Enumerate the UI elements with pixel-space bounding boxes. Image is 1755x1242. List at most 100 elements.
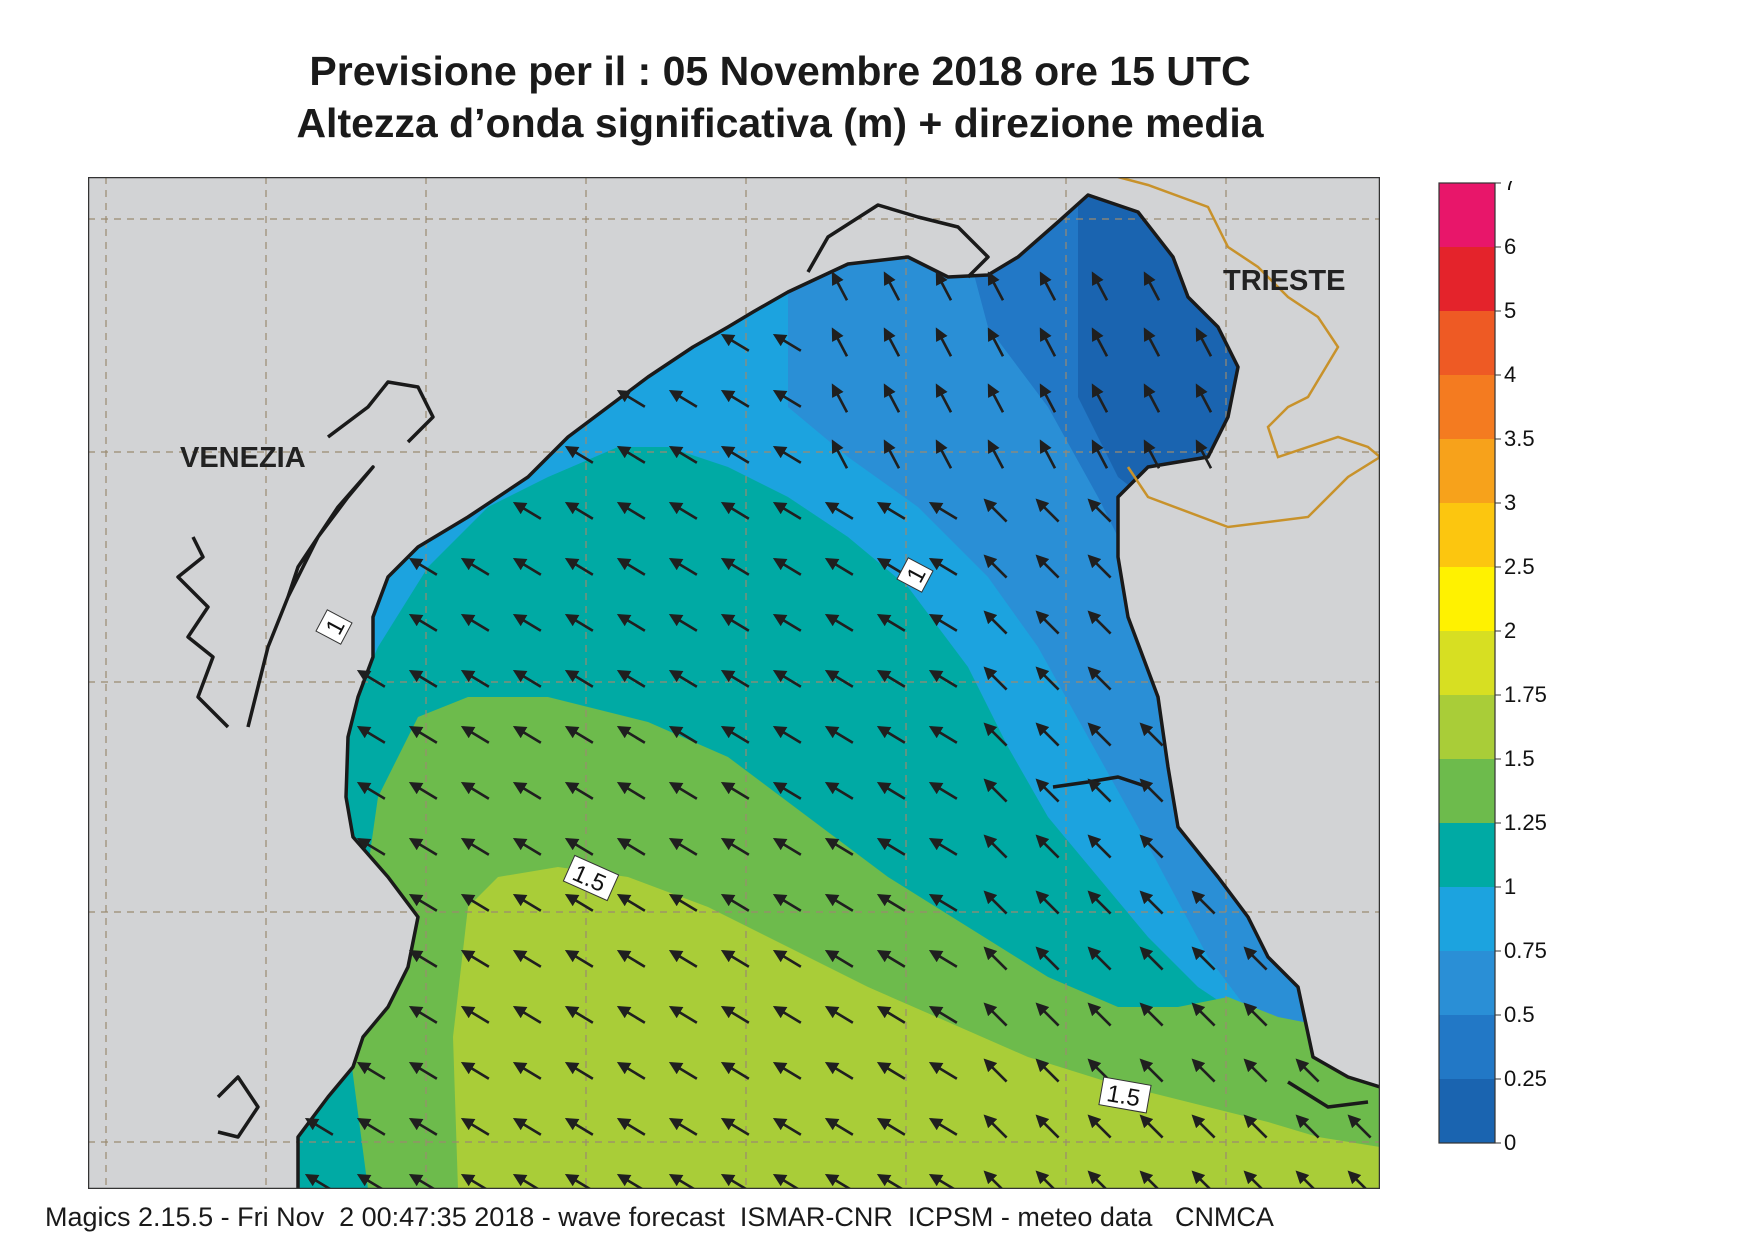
direction-arrow [1139,890,1164,915]
direction-arrow [1087,890,1112,915]
direction-arrow [616,1061,646,1080]
direction-arrow [983,722,1008,747]
legend-swatch [1439,183,1495,248]
direction-arrow [616,389,646,408]
direction-arrow [1091,383,1109,413]
direction-arrow [720,557,750,576]
direction-arrow [928,557,958,576]
direction-arrow [1035,946,1060,971]
direction-arrow [512,501,542,520]
direction-arrow [1143,271,1161,301]
direction-arrow [883,439,901,469]
direction-arrow [1087,834,1112,859]
direction-arrow [408,1117,438,1136]
legend-tick-label: 1 [1504,874,1516,899]
direction-arrow [1139,1058,1164,1083]
direction-arrow [616,501,646,520]
direction-arrow [824,949,854,968]
direction-arrow [876,1061,906,1080]
direction-arrow [1087,946,1112,971]
direction-arrow [1087,554,1112,579]
direction-arrow [772,669,802,688]
direction-arrow [1087,1170,1108,1189]
direction-arrow [1087,666,1112,691]
direction-arrow [460,557,490,576]
direction-arrow [720,333,750,352]
direction-arrow [720,1005,750,1024]
direction-arrow [512,781,542,800]
direction-arrow [983,554,1008,579]
direction-arrow [668,1117,698,1136]
direction-arrow [720,893,750,912]
direction-arrow [408,725,438,744]
direction-arrow [1139,946,1164,971]
direction-arrow [460,1005,490,1024]
direction-arrow [564,949,594,968]
direction-arrow [512,949,542,968]
direction-arrow [772,501,802,520]
direction-arrow [983,498,1008,523]
national-border [1117,177,1380,529]
direction-arrow [772,1005,802,1024]
legend-tick-label: 0.5 [1504,1002,1535,1027]
direction-arrow [720,389,750,408]
direction-arrow [883,383,901,413]
direction-arrow [772,781,802,800]
direction-arrow [876,501,906,520]
legend-swatch [1439,887,1495,952]
direction-arrow [616,669,646,688]
direction-arrow [772,333,802,352]
direction-arrow [668,557,698,576]
direction-arrow [772,557,802,576]
direction-arrow [512,613,542,632]
direction-arrow [668,949,698,968]
direction-arrow [668,669,698,688]
direction-arrow [1087,1002,1112,1027]
direction-arrow [928,1061,958,1080]
direction-arrow [356,781,386,800]
direction-arrow [928,613,958,632]
legend-tick-label: 7 [1504,181,1516,195]
direction-arrow [831,271,849,301]
direction-arrow [616,949,646,968]
direction-arrow [772,837,802,856]
direction-arrow [408,557,438,576]
legend-swatch [1439,567,1495,632]
direction-arrow [824,1061,854,1080]
direction-arrow [616,1005,646,1024]
legend-swatch [1439,1015,1495,1080]
legend-tick-label: 5 [1504,298,1516,323]
direction-arrow [356,669,386,688]
direction-arrow [928,669,958,688]
direction-arrow [512,1061,542,1080]
direction-arrow [512,1117,542,1136]
direction-arrow [616,1117,646,1136]
direction-arrow [460,669,490,688]
direction-arrow [876,781,906,800]
direction-arrow [408,1061,438,1080]
city-label-trieste: TRIESTE [1223,265,1345,297]
direction-arrow [883,271,901,301]
direction-arrow [616,613,646,632]
direction-arrow [935,271,953,301]
direction-arrow [512,1005,542,1024]
direction-arrow [460,725,490,744]
direction-arrow [668,725,698,744]
direction-arrow [1139,834,1164,859]
city-label-venezia: VENEZIA [180,442,306,474]
direction-arrow [616,781,646,800]
direction-arrow [935,327,953,357]
direction-arrow [1191,1170,1212,1189]
direction-arrow [720,1061,750,1080]
direction-arrow [564,1061,594,1080]
direction-arrow [1295,1058,1320,1083]
direction-arrow [883,327,901,357]
forecast-title: Previsione per il : 05 Novembre 2018 ore… [309,48,1251,94]
direction-arrow [772,725,802,744]
direction-arrow [1035,1002,1060,1027]
direction-arrow [1087,610,1112,635]
legend-tick-label: 1.75 [1504,682,1547,707]
direction-arrow [831,439,849,469]
direction-arrow [1091,439,1109,469]
direction-arrow [668,389,698,408]
